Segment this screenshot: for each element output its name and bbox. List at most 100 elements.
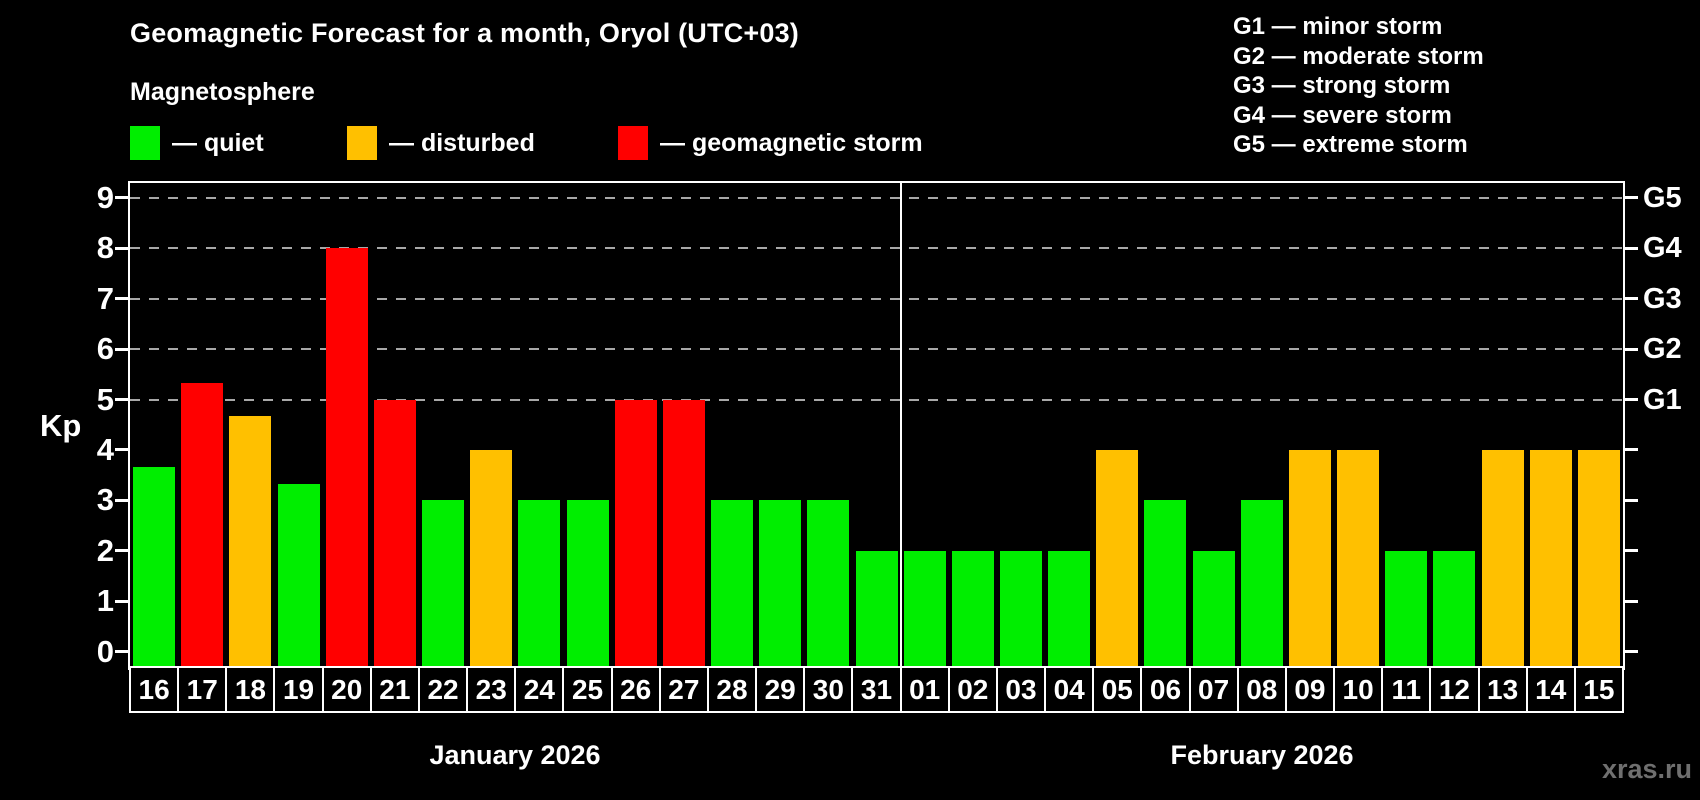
left-tick-7 (115, 297, 128, 301)
date-box-30: 30 (803, 666, 854, 713)
watermark: xras.ru (1601, 754, 1692, 784)
kp-bar-22 (422, 500, 465, 668)
date-box-09: 09 (1284, 666, 1336, 713)
date-box-25: 25 (562, 666, 613, 713)
g5-scale-label: G5 — extreme storm (1233, 131, 1468, 158)
y-tick-label-9: 9 (96, 179, 114, 215)
left-tick-3 (115, 498, 128, 502)
y-tick-label-2: 2 (96, 532, 114, 568)
y-tick-label-6: 6 (96, 331, 114, 367)
left-tick-1 (115, 599, 128, 603)
disturbed-swatch (347, 126, 377, 160)
date-box-20: 20 (321, 666, 372, 713)
quiet-label: — quiet (172, 129, 264, 157)
gridline-kp-7 (130, 297, 1623, 300)
kp-bar-01 (903, 550, 946, 668)
date-box-27: 27 (658, 666, 709, 713)
date-box-24: 24 (514, 666, 565, 713)
date-box-01: 01 (899, 666, 950, 713)
kp-bar-25 (566, 500, 609, 668)
disturbed-label: — disturbed (389, 129, 535, 157)
y-tick-label-7: 7 (96, 280, 114, 316)
kp-bar-20 (325, 248, 368, 668)
right-tick-2 (1625, 549, 1638, 553)
date-box-28: 28 (706, 666, 758, 713)
y-axis-label: Kp (40, 408, 82, 443)
date-box-07: 07 (1188, 666, 1239, 713)
kp-bar-06 (1144, 500, 1187, 668)
plot-area (128, 181, 1625, 670)
date-box-13: 13 (1477, 666, 1528, 713)
g2-scale-label: G2 — moderate storm (1233, 42, 1484, 70)
date-box-15: 15 (1573, 666, 1624, 713)
kp-bar-23 (470, 449, 513, 668)
right-tick-0 (1625, 650, 1638, 653)
y-tick-label-4: 4 (96, 431, 114, 467)
date-box-05: 05 (1092, 666, 1143, 713)
kp-bar-21 (373, 399, 416, 668)
kp-bar-30 (807, 500, 850, 668)
gridline-kp-5 (130, 398, 1623, 401)
kp-bar-12 (1433, 550, 1476, 668)
storm-label: — geomagnetic storm (660, 129, 923, 157)
left-tick-5 (115, 398, 128, 401)
kp-bar-24 (518, 500, 561, 668)
date-box-12: 12 (1429, 666, 1480, 713)
right-tick-5 (1625, 398, 1638, 401)
g-scale-tick-label-g3: G3 (1643, 282, 1682, 315)
left-tick-4 (115, 448, 128, 452)
date-box-02: 02 (947, 666, 998, 713)
g-scale-tick-label-g1: G1 (1643, 383, 1682, 416)
date-box-11: 11 (1381, 666, 1432, 713)
quiet-swatch (130, 126, 160, 160)
date-box-04: 04 (1044, 666, 1095, 713)
date-box-26: 26 (610, 666, 661, 713)
right-tick-4 (1625, 448, 1638, 452)
kp-bar-27 (662, 399, 705, 668)
date-box-17: 17 (177, 666, 228, 713)
kp-bar-17 (181, 382, 224, 668)
left-tick-8 (115, 246, 128, 250)
date-box-18: 18 (225, 666, 276, 713)
chart-title: Geomagnetic Forecast for a month, Oryol … (130, 18, 799, 48)
y-tick-label-1: 1 (96, 583, 114, 619)
kp-bar-08 (1240, 500, 1283, 668)
date-box-31: 31 (851, 666, 902, 713)
y-tick-label-5: 5 (96, 381, 114, 417)
kp-bar-11 (1385, 550, 1428, 668)
right-tick-9 (1625, 196, 1638, 200)
g-scale-tick-label-g2: G2 (1643, 333, 1682, 366)
right-tick-8 (1625, 246, 1638, 250)
gridline-kp-6 (130, 348, 1623, 351)
date-box-23: 23 (466, 666, 517, 713)
left-tick-6 (115, 347, 128, 351)
kp-bar-16 (133, 466, 176, 668)
storm-swatch (618, 126, 648, 160)
g-scale-tick-label-g4: G4 (1643, 232, 1682, 265)
y-tick-label-0: 0 (96, 633, 114, 669)
right-tick-3 (1625, 498, 1638, 502)
g4-scale-label: G4 — severe storm (1233, 101, 1452, 129)
kp-bar-15 (1577, 449, 1620, 668)
date-box-14: 14 (1525, 666, 1576, 713)
date-box-29: 29 (755, 666, 806, 713)
g3-scale-label: G3 — strong storm (1233, 72, 1451, 99)
date-box-16: 16 (129, 666, 180, 713)
left-tick-2 (115, 549, 128, 553)
kp-bar-31 (855, 550, 898, 668)
kp-bar-04 (1048, 550, 1091, 668)
date-box-22: 22 (417, 666, 469, 713)
kp-bar-14 (1529, 449, 1572, 668)
kp-bar-05 (1096, 449, 1139, 668)
kp-bar-09 (1288, 449, 1331, 668)
month-label-january: January 2026 (429, 740, 601, 770)
gridline-kp-8 (130, 247, 1623, 250)
kp-bar-10 (1337, 449, 1380, 668)
month-label-february: February 2026 (1170, 740, 1354, 770)
date-box-21: 21 (369, 666, 420, 713)
left-tick-0 (115, 650, 128, 653)
y-tick-label-8: 8 (96, 230, 114, 266)
g-scale-tick-label-g5: G5 (1643, 181, 1682, 214)
right-tick-6 (1625, 347, 1638, 351)
